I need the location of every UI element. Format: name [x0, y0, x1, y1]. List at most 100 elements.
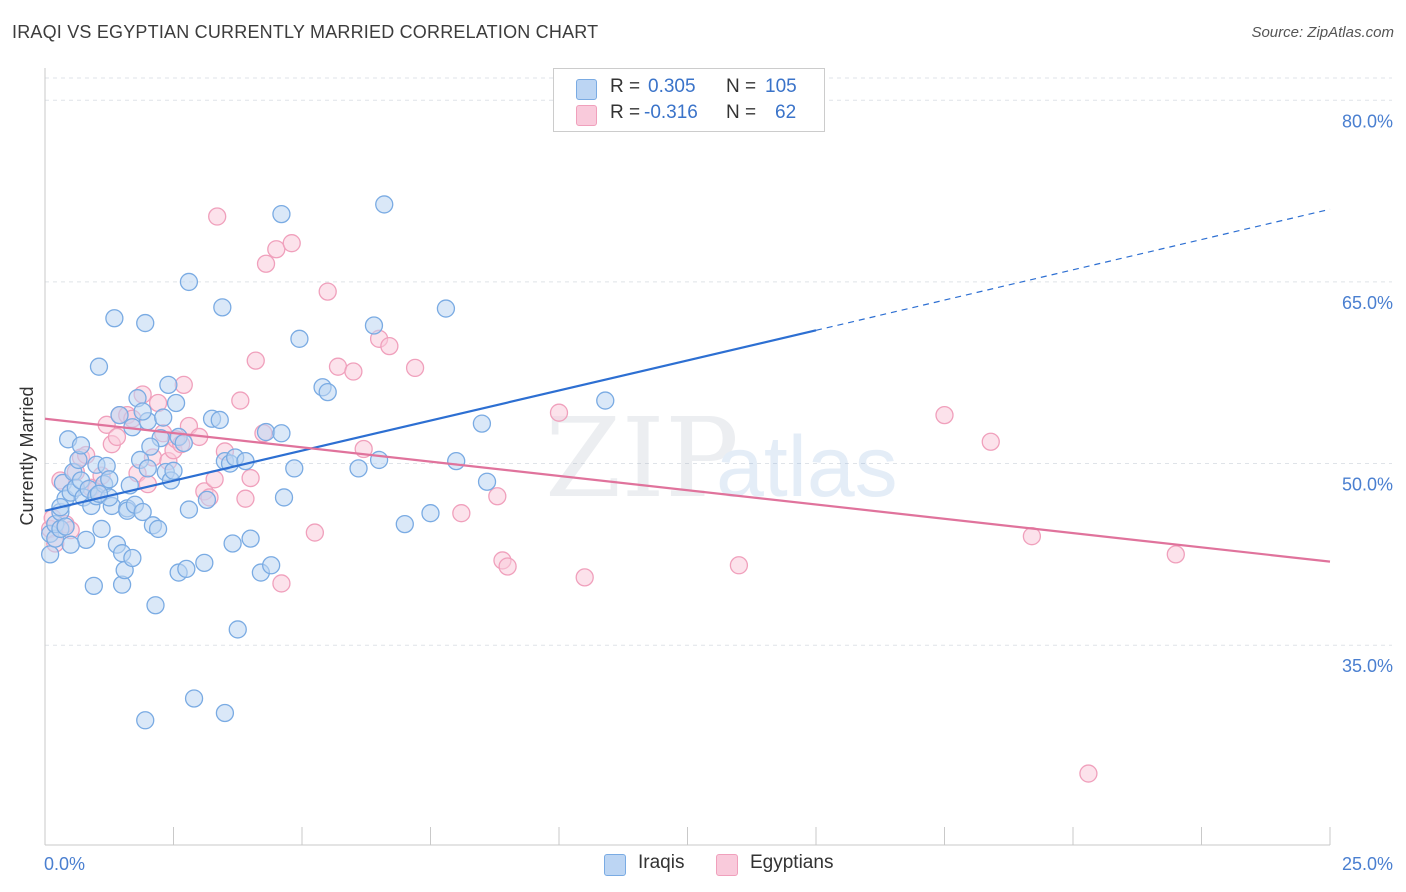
egyptians-point	[246, 351, 265, 370]
iraqis-point	[136, 711, 155, 730]
tick-labels: 35.0% 50.0% 65.0% 80.0% 0.0% 25.0%	[44, 111, 1393, 874]
iraqis-point	[223, 534, 242, 553]
iraqis-point	[213, 298, 232, 317]
iraqis-point	[236, 451, 255, 471]
egyptians-point	[236, 489, 255, 508]
iraqis-point	[110, 405, 129, 425]
egyptians-point	[488, 487, 507, 506]
legend-swatch-egyptians	[576, 105, 597, 126]
egyptians-point	[231, 391, 250, 410]
egyptians-point	[1022, 527, 1042, 546]
iraqis-point	[318, 382, 337, 402]
iraqis-point	[364, 316, 384, 335]
iraqis-point	[71, 436, 91, 455]
egyptians-point	[267, 240, 286, 259]
bottom-legend-label: Egyptians	[750, 852, 834, 873]
egyptians-trend-line	[44, 417, 1331, 563]
iraqis-point	[447, 451, 466, 471]
iraqis-points	[40, 195, 615, 730]
iraqis-point	[89, 357, 109, 376]
egyptians-point	[208, 207, 227, 226]
iraqis-point	[375, 195, 394, 214]
chart-title: IRAQI VS EGYPTIAN CURRENTLY MARRIED CORR…	[12, 22, 599, 42]
egyptians-point	[107, 427, 127, 447]
y-axis-label: Currently Married	[17, 386, 37, 525]
iraqis-point	[179, 500, 199, 519]
egyptians-point	[138, 474, 157, 494]
iraqis-point	[61, 535, 80, 554]
legend-r-label: R =	[610, 76, 641, 97]
legend-swatch-iraqis	[576, 79, 597, 100]
iraqis-point	[256, 422, 276, 442]
egyptians-point	[241, 468, 260, 488]
y-tick-label: 50.0%	[1342, 475, 1393, 495]
watermark-atlas: atlas	[716, 419, 898, 515]
egyptians-point	[272, 574, 291, 593]
bottom-legend-swatch	[604, 854, 626, 876]
x-tick-label: 25.0%	[1342, 854, 1393, 874]
iraqis-point	[472, 414, 492, 433]
iraqis-point	[40, 545, 60, 564]
egyptians-point	[575, 568, 594, 587]
egyptians-point	[318, 282, 337, 301]
legend-n-value: 62	[775, 102, 797, 123]
iraqis-point	[56, 517, 75, 536]
x-tick-label: 0.0%	[44, 854, 85, 874]
y-tick-label: 80.0%	[1342, 111, 1393, 131]
y-tick-label: 65.0%	[1342, 293, 1393, 313]
legend-r-label: R =	[610, 102, 641, 123]
egyptians-point	[452, 504, 471, 523]
iraqis-point	[133, 502, 152, 522]
egyptians-point	[1079, 764, 1098, 783]
iraqis-point	[369, 450, 389, 470]
legend-n-label: N =	[726, 76, 757, 97]
legend-n-label: N =	[726, 102, 757, 123]
iraqis-point	[138, 459, 157, 478]
iraqis-point	[241, 529, 260, 548]
iraqis-point	[164, 461, 183, 480]
iraqis-point	[184, 689, 204, 708]
iraqis-point	[105, 309, 124, 328]
egyptians-point	[549, 403, 569, 422]
watermark-zip: ZIP	[545, 394, 739, 522]
legend-box: R = 0.305 N = 105 R = -0.316 N = 62	[553, 68, 825, 132]
iraqis-point	[285, 459, 304, 478]
bottom-legend-swatch	[716, 854, 738, 876]
iraqis-point	[228, 620, 247, 639]
iraqis-point	[146, 596, 165, 615]
iraqis-point	[166, 393, 186, 413]
trend-lines	[44, 208, 1331, 563]
egyptians-point	[174, 375, 193, 394]
iraqis-point	[177, 559, 196, 579]
watermark: ZIP atlas	[545, 394, 898, 522]
iraqis-trend-line-extension	[815, 208, 1331, 331]
iraqis-point	[349, 459, 368, 478]
egyptians-point	[344, 362, 363, 381]
iraqis-point	[215, 703, 235, 723]
iraqis-point	[596, 391, 615, 410]
egyptians-point	[935, 405, 954, 425]
iraqis-point	[76, 530, 96, 549]
iraqis-point	[133, 402, 152, 421]
iraqis-trend-line	[44, 329, 817, 512]
egyptians-point	[981, 432, 1000, 451]
iraqis-point	[195, 553, 214, 573]
egyptians-point	[498, 557, 517, 576]
y-tick-label: 35.0%	[1342, 656, 1393, 676]
source-credit: Source: ZipAtlas.com	[1251, 24, 1394, 41]
iraqis-point	[123, 548, 142, 568]
egyptians-point	[405, 358, 425, 378]
iraqis-point	[179, 272, 199, 292]
egyptians-point	[256, 254, 276, 273]
iraqis-point	[290, 329, 309, 348]
axes	[44, 68, 1331, 846]
iraqis-point	[395, 514, 414, 534]
iraqis-point	[197, 490, 217, 510]
iraqis-point	[174, 433, 193, 453]
egyptians-point	[729, 556, 749, 575]
iraqis-point	[92, 519, 111, 539]
legend-r-value: -0.316	[644, 102, 698, 123]
legend-r-value: 0.305	[648, 76, 696, 97]
iraqis-point	[141, 437, 160, 456]
